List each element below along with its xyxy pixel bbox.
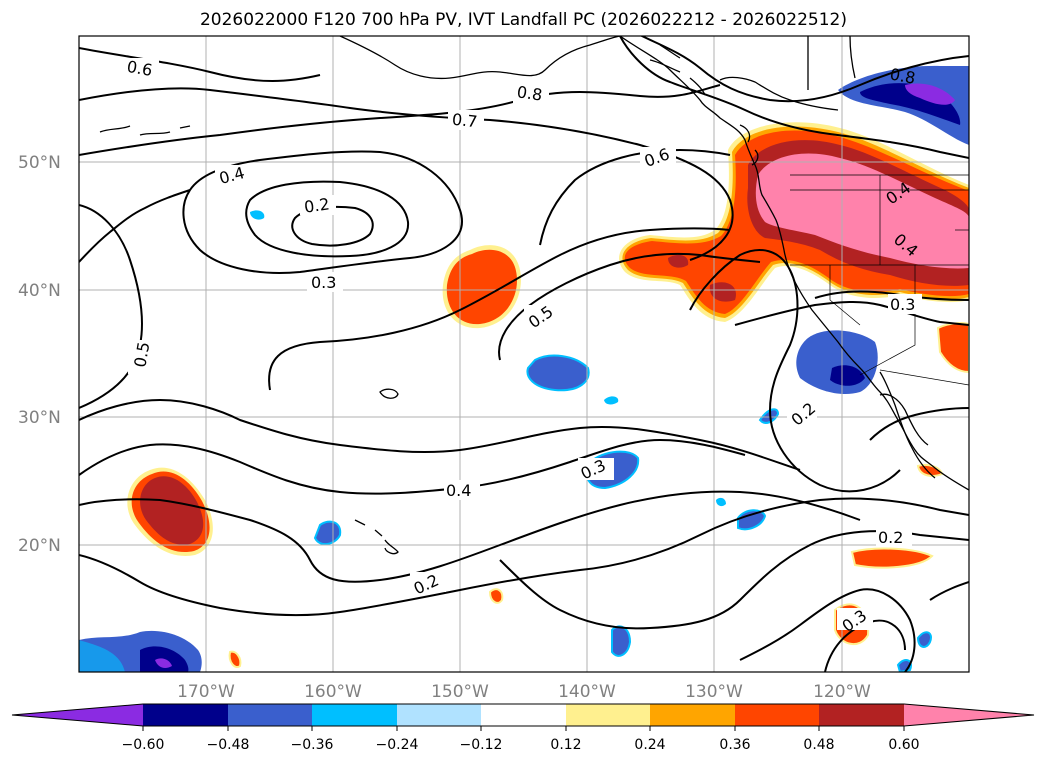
contour-label: 0.5 bbox=[130, 340, 153, 368]
contour-label: 0.2 bbox=[878, 528, 903, 547]
colorbar-segment bbox=[397, 704, 481, 726]
longitude-labels: 170°W 160°W 150°W 140°W 130°W 120°W bbox=[177, 682, 871, 702]
colorbar-segment bbox=[819, 704, 904, 726]
colorbar-segment bbox=[481, 704, 566, 726]
map-frame bbox=[78, 35, 970, 673]
lon-label-150w: 150°W bbox=[431, 682, 489, 702]
coastlines bbox=[99, 36, 969, 555]
lon-label-120w: 120°W bbox=[813, 682, 871, 702]
graticule bbox=[79, 36, 969, 672]
lat-label-50n: 50°N bbox=[18, 153, 61, 173]
colorbar-segment bbox=[12, 704, 143, 726]
contour-labels: 0.6 0.8 0.7 0.6 0.4 0.2 0.3 0.5 0.5 0.4 … bbox=[123, 57, 922, 636]
colorbar-tick: −0.24 bbox=[376, 737, 419, 753]
map-area bbox=[79, 36, 969, 672]
colorbar-segment bbox=[312, 704, 397, 726]
lat-label-20n: 20°N bbox=[18, 536, 61, 556]
colorbar-segment bbox=[143, 704, 228, 726]
colorbar-segment bbox=[735, 704, 819, 726]
latitude-labels: 50°N 40°N 30°N 20°N bbox=[18, 153, 61, 556]
colorbar-tick: 0.48 bbox=[803, 737, 834, 753]
colorbar-tick: 0.36 bbox=[719, 737, 750, 753]
lon-label-130w: 130°W bbox=[685, 682, 743, 702]
map-title: 2026022000 F120 700 hPa PV, IVT Landfall… bbox=[199, 10, 847, 30]
colorbar-segment bbox=[650, 704, 735, 726]
colorbar-tick: −0.60 bbox=[122, 737, 165, 753]
colorbar-tick: 0.12 bbox=[550, 737, 581, 753]
colorbar-tick: −0.48 bbox=[207, 737, 250, 753]
colorbar-tick: 0.60 bbox=[888, 737, 919, 753]
colorbar-tick: −0.12 bbox=[460, 737, 503, 753]
contour-label: 0.3 bbox=[890, 295, 915, 314]
colorbar: −0.60 −0.48 −0.36 −0.24 −0.12 0.12 0.24 … bbox=[11, 703, 1035, 753]
contour-label: 0.3 bbox=[311, 273, 336, 292]
lat-label-40n: 40°N bbox=[18, 281, 61, 301]
colorbar-segment bbox=[228, 704, 312, 726]
contour-label: 0.4 bbox=[446, 481, 471, 500]
contour-label: 0.8 bbox=[888, 65, 916, 88]
political-borders bbox=[790, 174, 969, 386]
lon-label-140w: 140°W bbox=[558, 682, 616, 702]
contour-label: 0.2 bbox=[303, 194, 331, 216]
contour-label: 0.7 bbox=[451, 110, 478, 132]
pv-contours bbox=[79, 36, 969, 672]
colorbar-segment bbox=[566, 704, 650, 726]
colorbar-segment bbox=[904, 704, 1034, 726]
colorbar-tick: 0.24 bbox=[634, 737, 665, 753]
contour-label: 0.6 bbox=[125, 57, 153, 80]
ivt-shading bbox=[79, 65, 969, 672]
contour-label: 0.8 bbox=[516, 82, 544, 104]
lon-label-170w: 170°W bbox=[177, 682, 235, 702]
colorbar-tick: −0.36 bbox=[291, 737, 334, 753]
lon-label-160w: 160°W bbox=[304, 682, 362, 702]
lat-label-30n: 30°N bbox=[18, 408, 61, 428]
ivt-negative-region-central bbox=[526, 354, 590, 392]
